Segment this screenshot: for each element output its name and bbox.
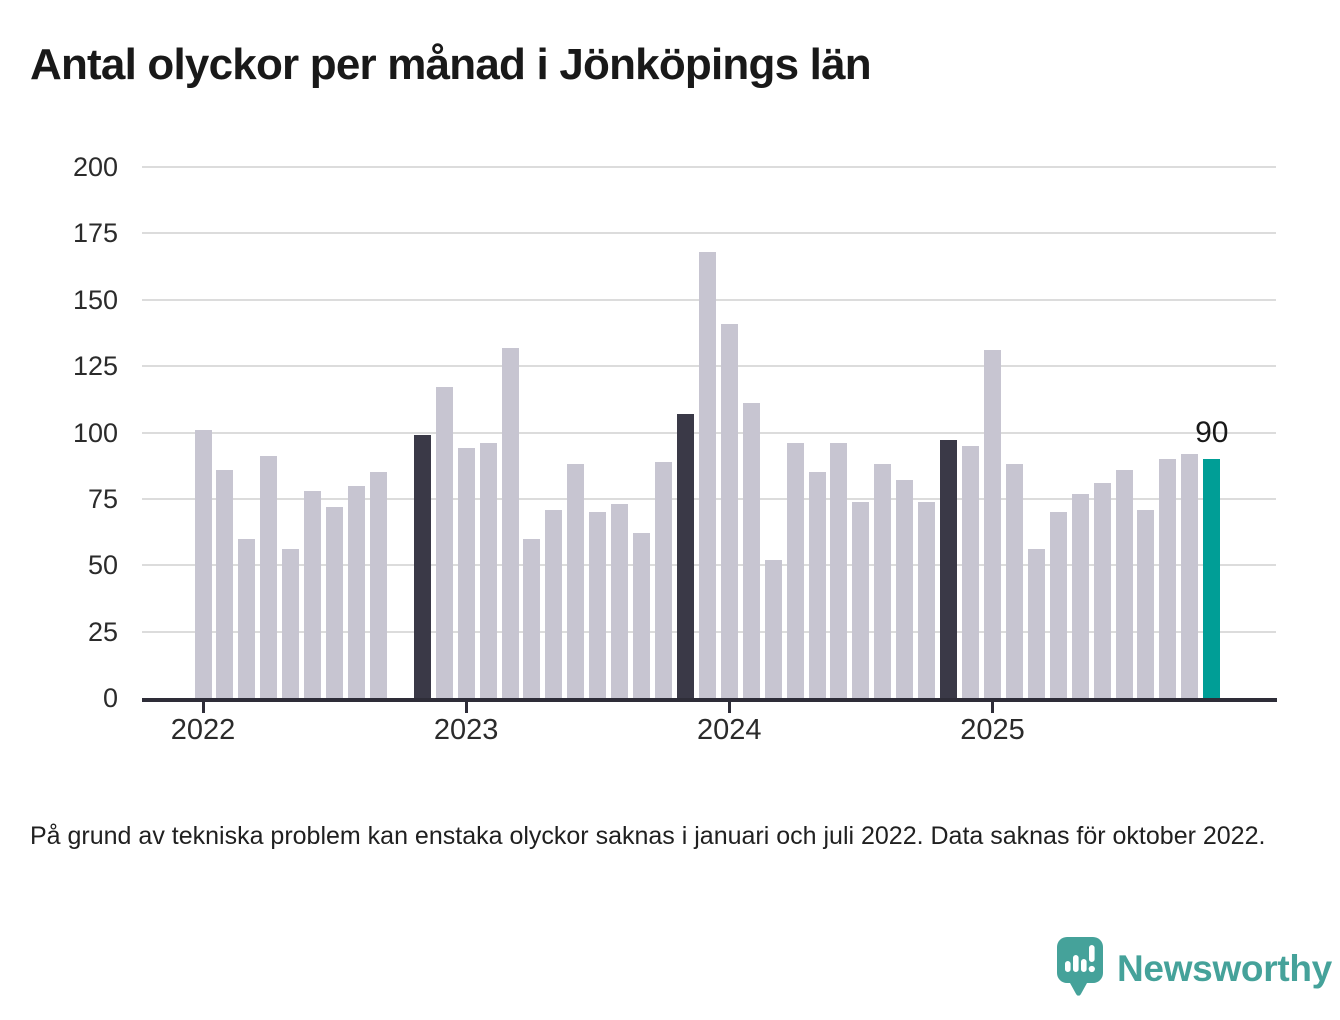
bar-2025-09 bbox=[1159, 459, 1177, 698]
bar-2022-07 bbox=[326, 506, 344, 698]
bar-2023-02 bbox=[479, 443, 497, 698]
bar-2024-09 bbox=[896, 480, 914, 698]
bar-2023-07 bbox=[589, 512, 607, 698]
bar-2023-12 bbox=[698, 251, 716, 698]
y-axis-label-75: 75 bbox=[87, 483, 118, 514]
x-axis-label-2025: 2025 bbox=[960, 714, 1025, 746]
x-axis-label-2022: 2022 bbox=[170, 714, 236, 746]
newsworthy-logo: Newsworthy bbox=[1056, 936, 1332, 1002]
chart-footnote: På grund av tekniska problem kan enstaka… bbox=[30, 822, 1266, 850]
bar-2023-10 bbox=[655, 461, 673, 698]
x-axis-tick-2022 bbox=[201, 702, 205, 713]
bar-2024-01 bbox=[720, 323, 738, 698]
newsworthy-speech-bubble-chart-icon bbox=[1056, 936, 1104, 1002]
bar-2025-10 bbox=[1181, 453, 1199, 698]
gridline-175 bbox=[142, 232, 1276, 235]
bar-2025-01 bbox=[983, 350, 1001, 698]
bar-2025-06 bbox=[1093, 482, 1111, 698]
bar-2023-01 bbox=[457, 448, 475, 698]
x-axis-line bbox=[142, 698, 1277, 702]
y-axis-label-0: 0 bbox=[102, 683, 118, 713]
y-axis-label-100: 100 bbox=[72, 417, 118, 448]
bar-2025-02 bbox=[1005, 464, 1023, 698]
x-axis-tick-2025 bbox=[990, 702, 994, 713]
x-axis-tick-2023 bbox=[464, 702, 468, 713]
bar-2022-02 bbox=[216, 469, 234, 698]
bar-2022-09 bbox=[369, 472, 387, 698]
y-axis-label-25: 25 bbox=[87, 616, 118, 647]
y-axis-label-200: 200 bbox=[72, 152, 118, 182]
x-axis-tick-2024 bbox=[727, 702, 731, 713]
bar-2024-12 bbox=[962, 445, 980, 698]
bar-2023-05 bbox=[545, 509, 563, 698]
x-axis-label-2023: 2023 bbox=[433, 714, 499, 746]
bar-2023-04 bbox=[523, 538, 541, 698]
bar-2024-10 bbox=[918, 501, 936, 698]
bar-2024-07 bbox=[852, 501, 870, 698]
bar-2022-05 bbox=[282, 549, 300, 698]
gridline-200 bbox=[142, 166, 1276, 168]
y-axis-label-175: 175 bbox=[72, 218, 118, 249]
chart-title: Antal olyckor per månad i Jönköpings län bbox=[30, 40, 872, 89]
bar-2023-03 bbox=[501, 347, 519, 698]
plot-area: 90 bbox=[142, 166, 1276, 698]
newsworthy-logo-text: Newsworthy bbox=[1117, 948, 1332, 989]
bar-2023-08 bbox=[611, 504, 629, 698]
bar-2023-11 bbox=[676, 413, 694, 698]
bar-2025-04 bbox=[1049, 512, 1067, 698]
bar-2022-06 bbox=[304, 490, 322, 698]
bar-2024-05 bbox=[808, 472, 826, 698]
bar-2025-07 bbox=[1115, 469, 1133, 698]
y-axis-label-150: 150 bbox=[72, 284, 118, 315]
bar-value-label: 90 bbox=[1195, 416, 1229, 450]
bar-2025-08 bbox=[1137, 509, 1155, 698]
bar-2022-03 bbox=[238, 538, 256, 698]
bar-2023-06 bbox=[567, 464, 585, 698]
bar-2024-11 bbox=[940, 440, 958, 698]
bar-2025-11 bbox=[1203, 459, 1221, 698]
y-axis-label-50: 50 bbox=[87, 550, 118, 581]
bar-2022-12 bbox=[435, 387, 453, 698]
bar-2024-04 bbox=[786, 443, 804, 698]
bar-2025-03 bbox=[1027, 549, 1045, 698]
x-axis-label-2024: 2024 bbox=[697, 714, 762, 746]
bar-2024-03 bbox=[764, 559, 782, 698]
bar-2024-06 bbox=[830, 443, 848, 698]
bar-2024-02 bbox=[742, 403, 760, 698]
bar-2022-01 bbox=[194, 429, 212, 698]
bar-2025-05 bbox=[1071, 493, 1089, 698]
bar-2023-09 bbox=[633, 533, 651, 698]
y-axis-label-125: 125 bbox=[72, 351, 118, 382]
bar-2024-08 bbox=[874, 464, 892, 698]
bar-2022-04 bbox=[260, 456, 278, 698]
bar-2022-11 bbox=[413, 435, 431, 698]
bar-2022-08 bbox=[348, 485, 365, 698]
